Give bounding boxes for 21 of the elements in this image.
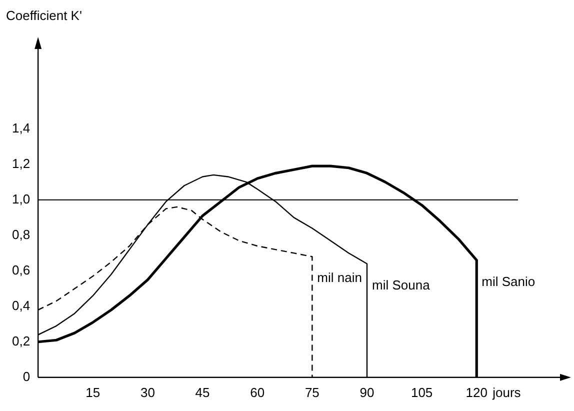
series-label: mil Souna	[372, 277, 431, 292]
x-tick-label: 105	[410, 384, 433, 400]
y-tick-label: 1,2	[12, 156, 30, 171]
x-axis-title: jours	[492, 384, 522, 400]
series-label: mil nain	[317, 270, 362, 286]
y-tick-label: 0,6	[12, 262, 30, 278]
x-tick-label: 90	[360, 384, 374, 400]
y-tick-label: 0,2	[12, 333, 30, 348]
y-tick-label: 1,4	[12, 120, 30, 136]
x-tick-label: 15	[86, 384, 100, 400]
y-tick-label: 0	[22, 368, 30, 384]
x-tick-label: 30	[140, 384, 155, 400]
x-tick-label: 75	[304, 384, 320, 400]
x-tick-label: 45	[195, 384, 210, 400]
y-tick-label: 1,0	[12, 191, 30, 206]
y-tick-label: 0,4	[12, 298, 30, 313]
x-tick-label: 60	[250, 384, 265, 400]
y-tick-label: 0,8	[12, 226, 30, 242]
series-label: mil Sanio	[482, 274, 536, 289]
y-axis-title: Coefficient K'	[6, 8, 82, 23]
x-tick-label: 120	[466, 384, 488, 400]
